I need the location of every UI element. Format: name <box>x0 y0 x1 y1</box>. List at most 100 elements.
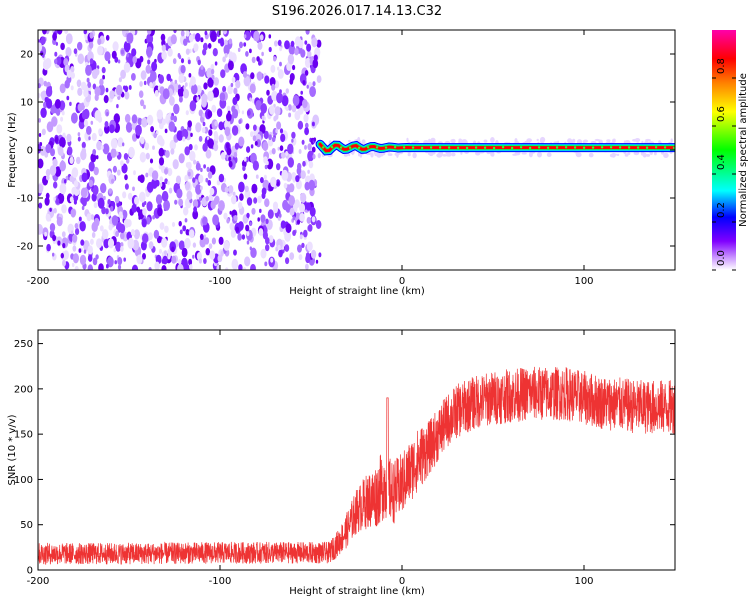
noise-speckle-dot <box>306 84 309 89</box>
noise-speckle-dot <box>53 181 58 189</box>
noise-speckle-dot <box>232 191 236 197</box>
noise-speckle-dot <box>299 234 303 240</box>
noise-speckle-dot <box>203 234 207 239</box>
noise-speckle-dot <box>261 51 264 57</box>
noise-speckle-dot <box>105 34 110 41</box>
noise-speckle-dot <box>271 148 276 155</box>
noise-speckle-dot <box>203 164 207 169</box>
noise-speckle-dot <box>145 216 151 225</box>
noise-speckle-dot <box>96 238 103 249</box>
noise-speckle-dot <box>140 136 145 145</box>
noise-speckle-dot <box>183 85 186 90</box>
noise-speckle-dot <box>159 222 165 230</box>
noise-speckle-dot <box>53 207 57 214</box>
noise-speckle-dot <box>52 234 57 242</box>
colorbar: 0.0 0.2 0.4 0.6 0.8 Normalized spectral ampl… <box>712 30 749 271</box>
noise-speckle-dot <box>147 30 152 35</box>
noise-speckle-dot <box>205 248 211 256</box>
noise-speckle-dot <box>260 177 264 184</box>
noise-speckle-dot <box>185 229 190 236</box>
noise-speckle-dot <box>83 119 89 127</box>
noise-speckle-dot <box>222 85 227 93</box>
noise-speckle-dot <box>198 196 202 202</box>
noise-speckle-dot <box>241 159 247 168</box>
noise-speckle-dot <box>45 168 51 177</box>
noise-speckle-dot <box>185 162 190 168</box>
noise-speckle-dot <box>264 75 270 84</box>
noise-speckle-dot <box>54 99 61 109</box>
noise-speckle-dot <box>60 42 65 51</box>
noise-speckle-dot <box>159 176 164 183</box>
noise-speckle-dot <box>231 195 237 205</box>
noise-speckle-dot <box>106 263 109 269</box>
noise-speckle-dot <box>291 131 296 139</box>
noise-speckle-dot <box>182 225 187 232</box>
noise-speckle-dot <box>179 136 183 141</box>
noise-speckle-dot <box>190 132 193 137</box>
noise-speckle-dot <box>201 127 206 134</box>
noise-speckle-dot <box>146 114 154 126</box>
signal-halo-dot <box>446 151 452 157</box>
noise-speckle-dot <box>178 73 185 84</box>
noise-speckle-dot <box>250 247 257 258</box>
signal-halo-dot <box>588 152 594 158</box>
noise-speckle-dot <box>178 220 182 227</box>
signal-band-dot <box>357 146 361 149</box>
noise-speckle-dot <box>183 88 189 99</box>
signal-band-dot <box>402 146 406 149</box>
noise-speckle-dot <box>301 139 305 145</box>
noise-speckle-dot <box>207 171 213 179</box>
noise-speckle-dot <box>104 121 109 128</box>
noise-speckle-dot <box>172 159 179 170</box>
noise-speckle-dot <box>126 32 134 44</box>
noise-speckle-dot <box>249 246 252 251</box>
noise-speckle-dot <box>127 192 133 200</box>
noise-speckle-dot <box>223 240 230 251</box>
noise-speckle-dot <box>253 197 258 204</box>
noise-speckle-dot <box>294 110 301 121</box>
noise-speckle-dot <box>188 258 193 266</box>
signal-band-dot <box>618 146 622 149</box>
snr-ytick-label: 50 <box>20 520 33 531</box>
noise-speckle-dot <box>180 30 185 37</box>
noise-speckle-dot <box>237 109 241 114</box>
noise-speckle-dot <box>189 100 197 112</box>
noise-speckle-dot <box>195 162 201 171</box>
noise-speckle-dot <box>113 113 121 124</box>
noise-speckle-dot <box>164 128 168 134</box>
noise-speckle-dot <box>192 254 195 259</box>
noise-speckle-dot <box>284 40 290 50</box>
noise-speckle-dot <box>61 110 65 116</box>
noise-speckle-dot <box>249 97 252 102</box>
noise-speckle-dot <box>131 204 137 213</box>
signal-band-dot <box>600 146 604 149</box>
colorbar-tick-label: 0.2 <box>716 202 727 218</box>
noise-speckle-dot <box>237 47 241 53</box>
snr-panel: -200 -100 0 100 0 50 100 150 200 250 Height of st… <box>7 329 676 597</box>
noise-speckle-dot <box>150 69 154 75</box>
noise-speckle-dot <box>149 82 153 88</box>
noise-speckle-dot <box>159 182 163 187</box>
noise-speckle-dot <box>278 249 283 258</box>
noise-speckle-dot <box>304 70 309 76</box>
noise-speckle-dot <box>171 246 175 253</box>
signal-band-dot <box>411 146 415 149</box>
noise-speckle-dot <box>207 77 214 88</box>
signal-band-dot <box>429 146 433 149</box>
noise-speckle-dot <box>267 209 274 219</box>
noise-speckle-dot <box>56 216 63 227</box>
signal-band-layer <box>318 142 675 153</box>
noise-speckle-dot <box>256 71 263 81</box>
noise-speckle-dot <box>148 232 153 241</box>
noise-speckle-dot <box>224 119 231 130</box>
noise-speckle-dot <box>120 69 126 80</box>
noise-speckle-dot <box>246 109 251 116</box>
noise-speckle-dot <box>164 168 168 175</box>
noise-speckle-dot <box>292 230 296 236</box>
noise-speckle-dot <box>111 50 117 59</box>
signal-halo-dot <box>406 137 409 142</box>
noise-speckle-dot <box>77 53 85 65</box>
noise-speckle-dot <box>100 183 107 194</box>
noise-speckle-dot <box>214 133 219 141</box>
noise-speckle-dot <box>114 260 117 265</box>
